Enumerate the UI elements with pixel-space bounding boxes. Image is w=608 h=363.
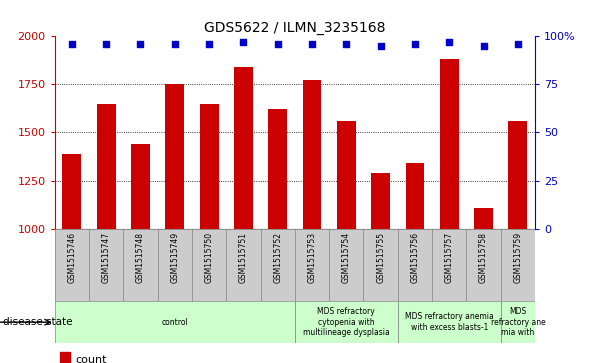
Text: MDS refractory
cytopenia with
multilineage dysplasia: MDS refractory cytopenia with multilinea… bbox=[303, 307, 390, 337]
Text: GSM1515758: GSM1515758 bbox=[479, 232, 488, 283]
Bar bbox=[157, 229, 192, 301]
Text: GSM1515746: GSM1515746 bbox=[67, 232, 77, 284]
Bar bbox=[165, 85, 184, 229]
Text: GSM1515749: GSM1515749 bbox=[170, 232, 179, 284]
Point bbox=[136, 41, 145, 47]
Bar bbox=[295, 229, 329, 301]
Point bbox=[444, 39, 454, 45]
Text: GSM1515757: GSM1515757 bbox=[445, 232, 454, 284]
Point bbox=[410, 41, 420, 47]
Bar bbox=[508, 121, 527, 229]
Text: GSM1515748: GSM1515748 bbox=[136, 232, 145, 283]
Bar bbox=[329, 229, 364, 301]
Point bbox=[342, 41, 351, 47]
Point bbox=[307, 41, 317, 47]
Point bbox=[238, 39, 248, 45]
Text: MDS
refractory ane
mia with: MDS refractory ane mia with bbox=[491, 307, 545, 337]
Bar bbox=[268, 109, 287, 229]
Text: GSM1515752: GSM1515752 bbox=[273, 232, 282, 283]
Text: GSM1515759: GSM1515759 bbox=[513, 232, 522, 284]
Bar bbox=[364, 229, 398, 301]
Bar bbox=[466, 229, 501, 301]
Bar bbox=[226, 229, 261, 301]
Bar bbox=[97, 104, 116, 229]
Bar bbox=[295, 301, 398, 343]
Point bbox=[513, 41, 523, 47]
Bar bbox=[89, 229, 123, 301]
Bar bbox=[406, 163, 424, 229]
Bar bbox=[440, 60, 458, 229]
Bar bbox=[261, 229, 295, 301]
Text: GSM1515756: GSM1515756 bbox=[410, 232, 420, 284]
Bar bbox=[474, 208, 493, 229]
Point bbox=[376, 43, 385, 49]
Point bbox=[273, 41, 283, 47]
Text: GSM1515750: GSM1515750 bbox=[205, 232, 213, 284]
Point bbox=[170, 41, 179, 47]
Text: disease state: disease state bbox=[3, 317, 72, 327]
Bar bbox=[501, 301, 535, 343]
Bar bbox=[63, 154, 81, 229]
Bar bbox=[131, 144, 150, 229]
Bar bbox=[192, 229, 226, 301]
Bar bbox=[337, 121, 356, 229]
Bar bbox=[398, 301, 501, 343]
Bar bbox=[234, 67, 253, 229]
Point bbox=[478, 43, 488, 49]
Bar bbox=[123, 229, 157, 301]
Bar bbox=[55, 301, 295, 343]
Text: MDS refractory anemia
with excess blasts-1: MDS refractory anemia with excess blasts… bbox=[405, 313, 494, 332]
Bar bbox=[432, 229, 466, 301]
Text: GSM1515755: GSM1515755 bbox=[376, 232, 385, 284]
Text: GSM1515751: GSM1515751 bbox=[239, 232, 248, 283]
Text: GSM1515754: GSM1515754 bbox=[342, 232, 351, 284]
Text: count: count bbox=[75, 355, 107, 363]
Text: GSM1515753: GSM1515753 bbox=[308, 232, 317, 284]
Text: GSM1515747: GSM1515747 bbox=[102, 232, 111, 284]
Point bbox=[67, 41, 77, 47]
Text: control: control bbox=[162, 318, 188, 327]
Bar bbox=[60, 352, 70, 363]
Bar bbox=[303, 79, 322, 229]
Point bbox=[204, 41, 214, 47]
Title: GDS5622 / ILMN_3235168: GDS5622 / ILMN_3235168 bbox=[204, 21, 385, 35]
Bar bbox=[371, 173, 390, 229]
Bar bbox=[55, 229, 89, 301]
Bar bbox=[501, 229, 535, 301]
Bar bbox=[398, 229, 432, 301]
Bar bbox=[199, 104, 218, 229]
Point bbox=[102, 41, 111, 47]
